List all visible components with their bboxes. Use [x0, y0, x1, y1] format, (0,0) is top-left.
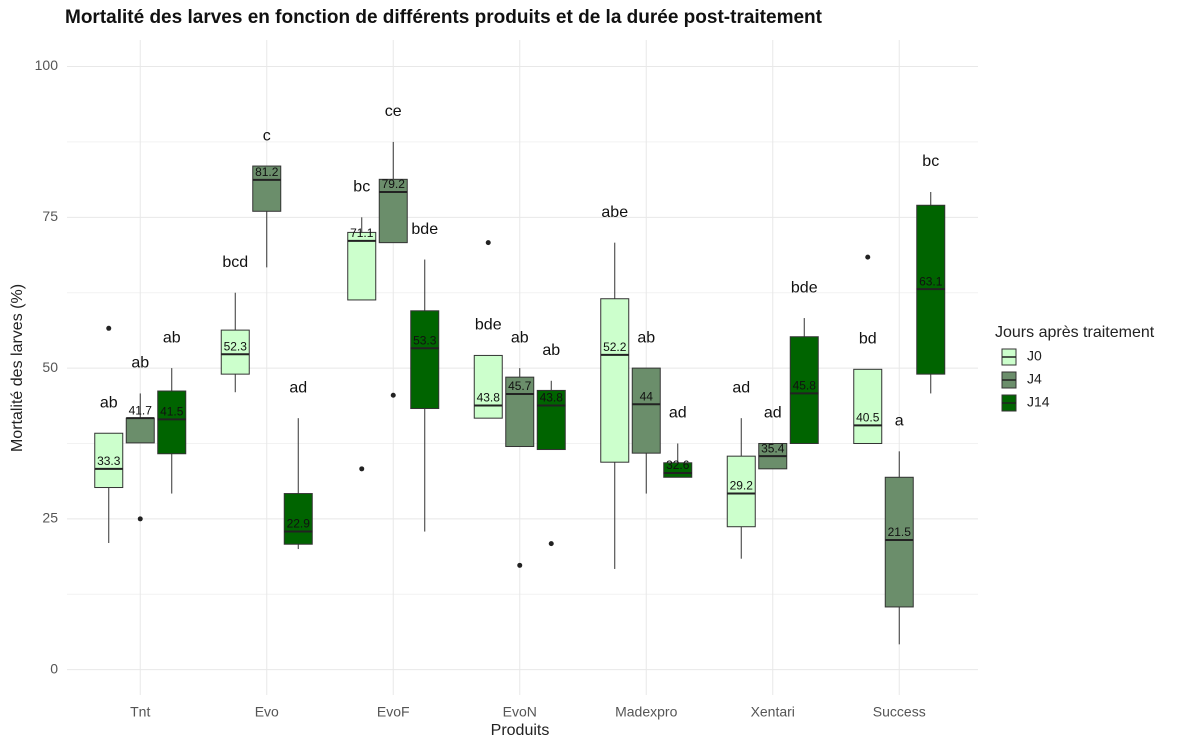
significance-letter: bcd — [222, 254, 248, 271]
box — [884, 476, 914, 608]
box — [252, 165, 282, 212]
x-tick-label: Tnt — [130, 704, 150, 720]
median-label: 35.4 — [761, 441, 785, 455]
significance-letter: ab — [637, 329, 655, 346]
legend-label: J4 — [1027, 371, 1042, 387]
significance-letter: a — [895, 413, 904, 430]
significance-letter: abe — [601, 204, 628, 221]
y-tick-label: 75 — [42, 208, 58, 224]
x-tick-label: Xentari — [751, 704, 795, 720]
significance-letter: bde — [475, 317, 502, 334]
median-label: 40.5 — [856, 411, 880, 425]
y-tick-label: 100 — [35, 57, 59, 73]
median-label: 41.7 — [129, 403, 153, 417]
median-label: 43.8 — [540, 391, 564, 405]
significance-letter: ab — [163, 329, 181, 346]
significance-letter: ad — [764, 405, 782, 422]
outlier — [548, 541, 554, 547]
significance-letter: bc — [922, 153, 939, 170]
median-label: 29.2 — [730, 479, 754, 493]
median-label: 52.3 — [224, 339, 248, 353]
median-label: 63.1 — [919, 274, 943, 288]
legend-title: Jours après traitement — [995, 324, 1155, 341]
box — [410, 310, 440, 410]
significance-letter: bd — [859, 331, 877, 348]
median-label: 79.2 — [382, 177, 406, 191]
significance-letter: ce — [385, 103, 402, 120]
median-label: 81.2 — [255, 165, 279, 179]
significance-letter: ab — [542, 342, 560, 359]
median-label: 53.3 — [413, 333, 437, 347]
x-tick-label: EvoF — [377, 704, 410, 720]
median-label: 45.7 — [508, 379, 532, 393]
median-label: 71.1 — [350, 226, 374, 240]
box — [505, 376, 535, 448]
significance-letter: ab — [131, 355, 149, 372]
x-tick-label: Success — [873, 704, 926, 720]
box — [631, 367, 661, 454]
significance-letter: bde — [791, 279, 818, 296]
median-label: 33.3 — [97, 454, 121, 468]
significance-letter: ab — [100, 394, 118, 411]
box — [853, 368, 883, 444]
significance-letter: ad — [289, 379, 307, 396]
box — [347, 231, 377, 301]
outlier — [106, 325, 112, 331]
box — [789, 336, 819, 444]
chart-title: Mortalité des larves en fonction de diff… — [65, 7, 823, 28]
median-label: 21.5 — [888, 525, 912, 539]
box — [283, 493, 313, 545]
box — [157, 390, 187, 455]
median-label: 32.6 — [666, 458, 690, 472]
median-label: 43.8 — [477, 391, 501, 405]
y-tick-label: 50 — [42, 359, 58, 375]
significance-letter: bde — [411, 221, 438, 238]
significance-letter: bc — [353, 179, 370, 196]
median-label: 52.2 — [603, 340, 627, 354]
outlier — [865, 254, 871, 260]
x-axis-label: Produits — [491, 722, 550, 739]
box — [94, 432, 124, 489]
box — [378, 178, 408, 244]
box — [220, 329, 250, 375]
outlier — [390, 392, 396, 398]
significance-letter: ad — [669, 405, 687, 422]
x-tick-label: Evo — [255, 704, 279, 720]
y-axis-label: Mortalité des larves (%) — [9, 284, 26, 452]
median-label: 44 — [640, 389, 654, 403]
legend-label: J0 — [1027, 348, 1042, 364]
box — [473, 354, 503, 419]
x-tick-label: EvoN — [503, 704, 537, 720]
box — [125, 417, 155, 444]
significance-letter: ab — [511, 329, 529, 346]
outlier — [517, 562, 523, 568]
outlier — [485, 240, 491, 246]
significance-letter: c — [263, 127, 271, 144]
median-label: 45.8 — [793, 379, 817, 393]
y-tick-label: 0 — [50, 660, 58, 676]
y-tick-label: 25 — [42, 510, 58, 526]
legend-label: J14 — [1027, 394, 1050, 410]
outlier — [137, 516, 143, 522]
median-label: 22.9 — [287, 517, 311, 531]
x-tick-label: Madexpro — [615, 704, 677, 720]
significance-letter: ad — [732, 379, 750, 396]
box — [600, 298, 630, 463]
box — [536, 389, 566, 451]
box — [726, 455, 756, 528]
median-label: 41.5 — [160, 405, 184, 419]
outlier — [359, 466, 365, 472]
